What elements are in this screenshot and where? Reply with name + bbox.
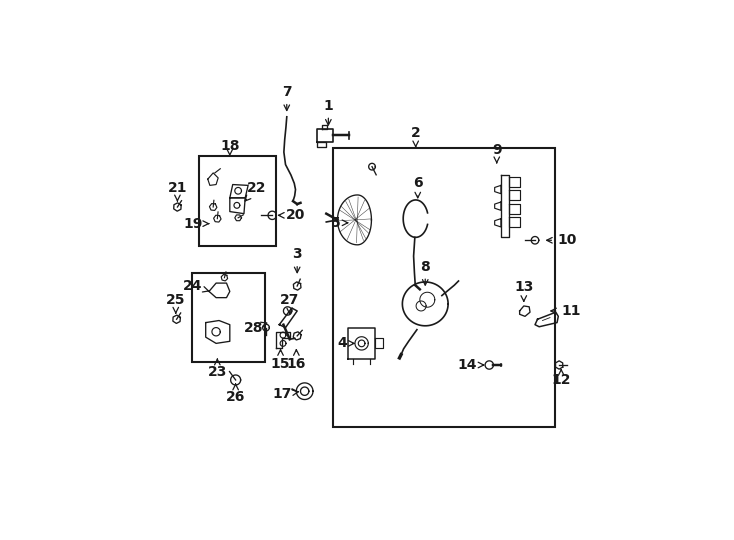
Text: 16: 16 xyxy=(287,350,306,370)
Text: 12: 12 xyxy=(551,370,571,387)
Text: 15: 15 xyxy=(271,350,290,370)
Text: 7: 7 xyxy=(282,85,291,111)
Text: 17: 17 xyxy=(273,387,298,401)
Text: 1: 1 xyxy=(324,99,333,125)
Text: 4: 4 xyxy=(338,336,354,350)
Bar xyxy=(200,156,277,246)
Text: 2: 2 xyxy=(411,126,421,147)
Text: 22: 22 xyxy=(245,180,266,201)
Text: 18: 18 xyxy=(220,139,239,156)
Text: 23: 23 xyxy=(208,359,227,379)
Text: 5: 5 xyxy=(331,216,348,230)
Text: 19: 19 xyxy=(183,217,208,231)
Text: 25: 25 xyxy=(166,293,186,313)
Text: 9: 9 xyxy=(492,143,501,163)
Text: 8: 8 xyxy=(421,260,430,285)
Text: 20: 20 xyxy=(279,208,305,222)
Text: 6: 6 xyxy=(413,177,423,198)
Text: 28: 28 xyxy=(244,321,266,335)
Text: 13: 13 xyxy=(514,280,534,301)
Text: 11: 11 xyxy=(550,304,581,318)
Text: 10: 10 xyxy=(547,233,576,247)
Bar xyxy=(333,148,555,427)
Text: 21: 21 xyxy=(167,180,187,201)
Text: 14: 14 xyxy=(457,358,484,372)
Text: 3: 3 xyxy=(292,247,302,273)
Text: 27: 27 xyxy=(280,293,299,314)
Bar xyxy=(192,273,265,362)
Text: 24: 24 xyxy=(183,279,208,293)
Text: 26: 26 xyxy=(226,384,245,404)
